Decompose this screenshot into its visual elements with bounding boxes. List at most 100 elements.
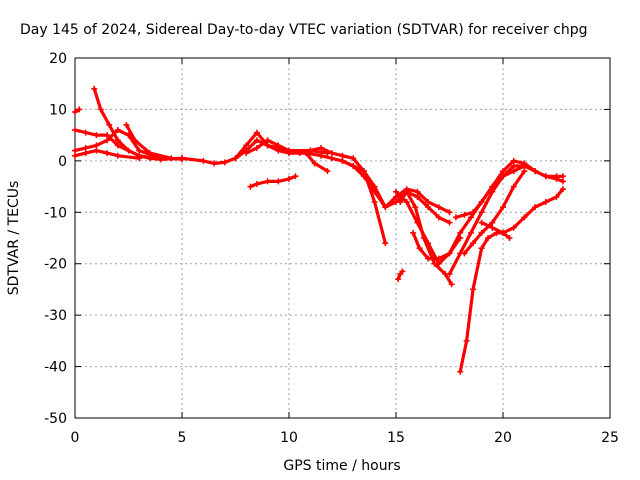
data-point [382,204,389,211]
data-point [403,199,410,205]
data-point [485,235,492,241]
y-axis-label: SDTVAR / TECUs [6,181,22,296]
y-tick-label: 0 [58,154,67,170]
y-tick-label: -20 [44,257,67,273]
data-point [179,156,185,163]
data-point [275,178,282,185]
data-point [559,186,566,193]
data-point [371,183,378,190]
data-point [463,337,470,344]
data-point [478,199,485,205]
data-point [500,229,506,236]
data-point [446,271,453,277]
data-point [510,163,517,169]
data-point [397,199,404,205]
data-point [425,255,432,262]
data-point [435,214,442,221]
data-point [339,157,346,164]
data-point [393,188,399,195]
data-point [360,168,367,175]
series-sat-e [123,121,185,163]
series-sat-r [461,168,528,257]
data-point [457,235,464,241]
data-point [286,175,292,182]
series-line [447,164,565,276]
data-point [114,137,121,144]
data-point [448,281,455,288]
data-point [72,152,78,159]
data-point [296,150,303,157]
data-point [97,106,104,113]
data-point [72,127,78,133]
data-point [93,142,100,149]
x-tick-label: 0 [71,430,80,446]
data-point [461,211,468,218]
data-point [275,147,282,154]
data-point [324,168,331,175]
data-point [104,150,111,157]
chart-title: Day 145 of 2024, Sidereal Day-to-day VTE… [20,22,588,38]
data-point [72,109,78,115]
data-point [136,155,143,162]
data-point [371,199,378,205]
series-sat-h [243,137,292,157]
data-point [382,240,389,247]
data-point [350,163,357,169]
data-point [146,150,153,157]
data-point [452,214,459,221]
data-point [467,229,474,236]
data-point [339,152,346,159]
data-point [114,142,121,149]
data-point [478,219,485,226]
data-point [478,245,485,252]
data-point [500,168,506,175]
data-point [532,168,539,175]
data-point [457,229,464,236]
data-point [232,155,239,162]
y-tick-label: 10 [49,102,67,118]
data-point [559,173,566,180]
axis-ticks: 0 5 10 15 20 25 -50 -40 -30 -20 -10 0 10 20 [44,51,619,446]
x-axis-label: GPS time / hours [283,458,400,474]
data-point [403,188,410,195]
x-tick-label: 20 [494,430,512,446]
data-point [82,145,89,151]
data-point [328,150,335,157]
data-point [136,147,143,154]
x-tick-label: 5 [178,430,187,446]
y-tick-label: -40 [44,360,67,376]
data-point [420,235,427,241]
data-point [521,160,528,167]
data-point [521,168,528,175]
series-sat-f [72,106,83,115]
data-point [318,145,325,151]
data-point [553,175,560,182]
data-point [521,214,528,221]
data-point [425,204,432,211]
data-point [414,188,421,195]
data-point [478,209,485,216]
data-series [72,85,566,375]
data-point [510,157,517,164]
data-point [253,145,260,151]
data-point [125,147,132,154]
data-point [311,160,318,167]
data-point [410,229,417,236]
data-point [553,193,560,200]
data-point [243,142,250,149]
data-point [461,250,468,257]
data-point [559,178,566,185]
y-tick-label: -30 [44,308,67,324]
data-point [221,159,228,166]
data-point [457,368,464,375]
series-sat-u [395,268,406,283]
data-point [275,142,282,149]
data-point [470,286,477,293]
data-point [303,150,310,157]
plot-frame [74,57,611,419]
series-sat-o [446,163,566,277]
data-point [106,121,113,128]
data-point [264,142,271,149]
data-point [446,209,453,216]
